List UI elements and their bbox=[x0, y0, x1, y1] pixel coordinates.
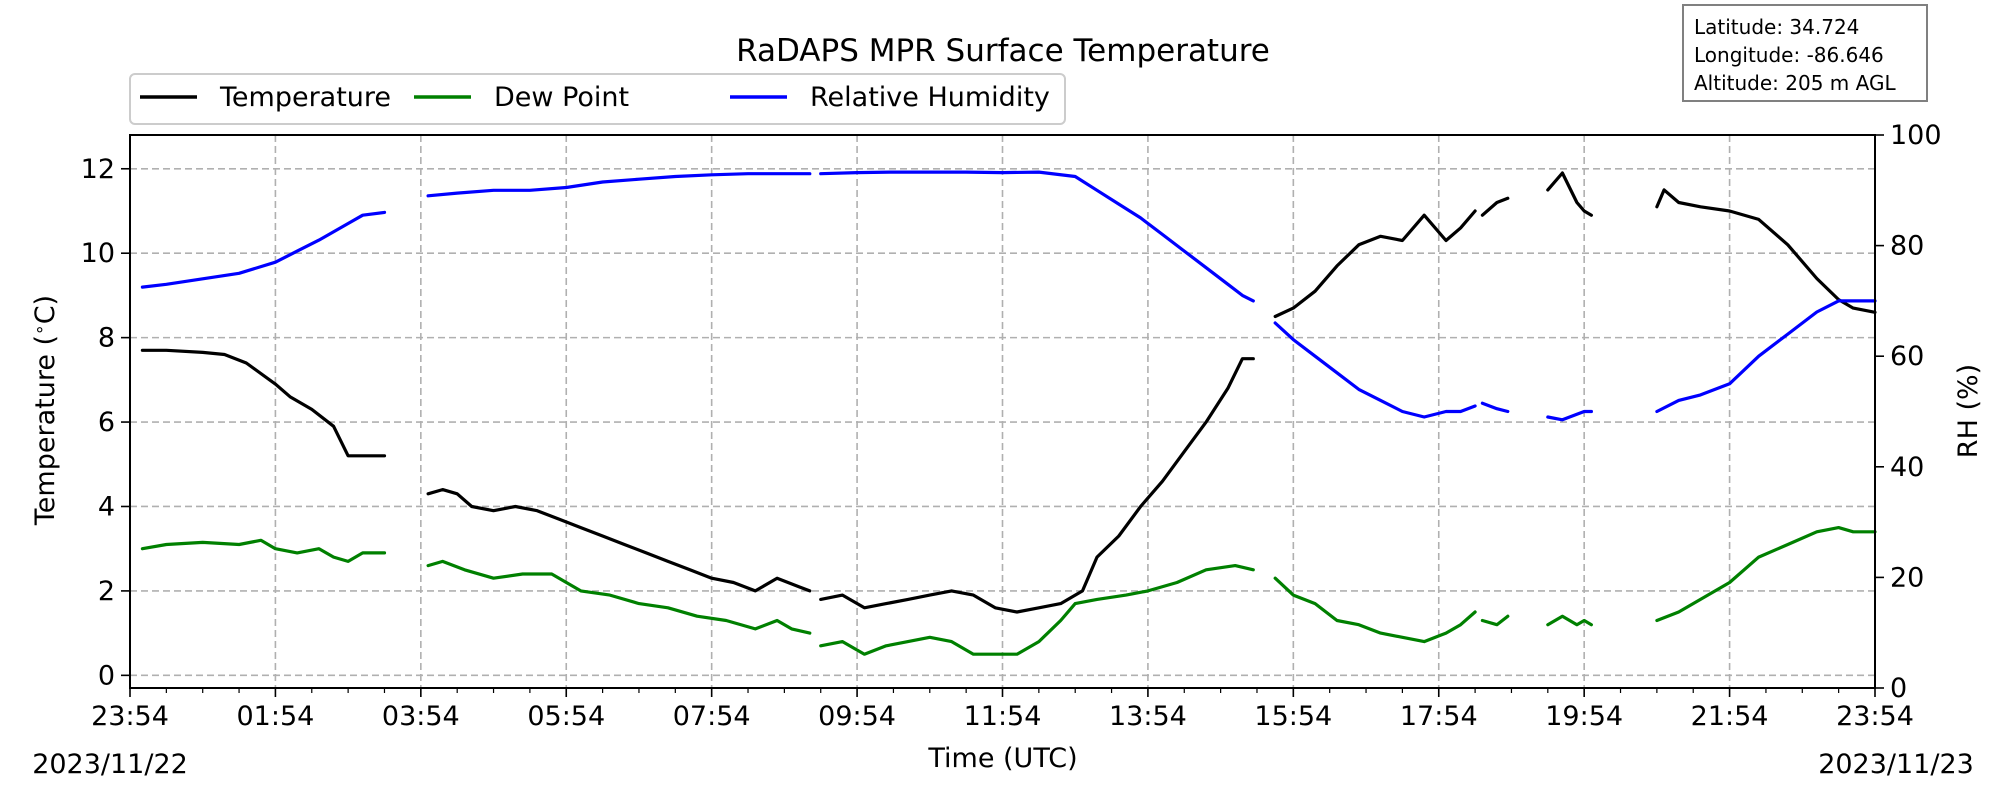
x-tick-label: 19:54 bbox=[1545, 701, 1623, 732]
series-line-segment bbox=[426, 559, 812, 635]
y2-tick-label: 100 bbox=[1890, 120, 1942, 151]
station-longitude: Longitude: -86.646 bbox=[1694, 43, 1884, 67]
legend-item: Relative Humidity bbox=[730, 82, 1050, 113]
legend: Temperature Dew Point Relative Humidity bbox=[129, 73, 1066, 125]
series-line-segment bbox=[819, 170, 1255, 303]
series-line-segment bbox=[1546, 409, 1594, 422]
legend-item: Temperature bbox=[140, 82, 391, 113]
x-tick-label: 09:54 bbox=[818, 701, 896, 732]
station-info-box: Latitude: 34.724 Longitude: -86.646 Alti… bbox=[1682, 4, 1928, 102]
grid-lines bbox=[130, 135, 1875, 688]
series-line-segment bbox=[1480, 614, 1510, 627]
legend-frame bbox=[129, 73, 1066, 125]
series-line-segment bbox=[1273, 576, 1477, 644]
x-tick-label: 01:54 bbox=[237, 701, 315, 732]
legend-label: Relative Humidity bbox=[810, 82, 1050, 113]
y-axis-left: 0 2 4 6 8 10 12 bbox=[81, 154, 130, 691]
y-tick-label: 2 bbox=[98, 576, 115, 607]
chart-title: RaDAPS MPR Surface Temperature bbox=[736, 33, 1270, 69]
series-line-segment bbox=[140, 348, 387, 458]
legend-item: Dew Point bbox=[414, 82, 629, 113]
y-tick-label: 12 bbox=[81, 154, 115, 185]
series-line-segment bbox=[1546, 171, 1594, 217]
x-tick-label: 23:54 bbox=[91, 701, 169, 732]
y-tick-label: 8 bbox=[98, 323, 115, 354]
series-line-segment bbox=[1480, 401, 1510, 414]
y-axis-right: 0 20 40 60 80 100 bbox=[1875, 120, 1942, 704]
y2-tick-label: 80 bbox=[1890, 231, 1924, 262]
x-tick-label: 13:54 bbox=[1109, 701, 1187, 732]
x-tick-label: 15:54 bbox=[1254, 701, 1332, 732]
x-tick-label: 11:54 bbox=[964, 701, 1042, 732]
y-tick-label: 10 bbox=[81, 238, 115, 269]
series-temperature bbox=[140, 171, 1877, 614]
start-date-label: 2023/11/22 bbox=[32, 749, 188, 780]
end-date-label: 2023/11/23 bbox=[1818, 749, 1974, 780]
x-axis-label: Time (UTC) bbox=[927, 743, 1077, 774]
y-tick-label: 0 bbox=[98, 660, 115, 691]
x-tick-label: 07:54 bbox=[673, 701, 751, 732]
y-tick-label: 4 bbox=[98, 491, 115, 522]
legend-label: Dew Point bbox=[494, 82, 629, 113]
y2-axis-label: RH (%) bbox=[1953, 364, 1984, 458]
series-line-segment bbox=[1655, 188, 1877, 314]
x-tick-label: 05:54 bbox=[527, 701, 605, 732]
series-line-segment bbox=[140, 538, 387, 564]
y2-tick-label: 20 bbox=[1890, 562, 1924, 593]
series-line-segment bbox=[426, 172, 812, 198]
station-altitude: Altitude: 205 m AGL bbox=[1694, 71, 1896, 95]
x-axis: 23:54 01:54 03:54 05:54 07:54 09:54 11:54 13:54… bbox=[91, 688, 1914, 732]
y-tick-label: 6 bbox=[98, 407, 115, 438]
series-line-segment bbox=[1273, 209, 1477, 319]
x-tick-label: 21:54 bbox=[1691, 701, 1769, 732]
x-tick-label: 03:54 bbox=[382, 701, 460, 732]
series-line-segment bbox=[1273, 321, 1477, 419]
y2-tick-label: 60 bbox=[1890, 341, 1924, 372]
y-axis-label: Temperature (∘C) bbox=[30, 295, 61, 526]
series-line-segment bbox=[426, 488, 812, 593]
series-line-segment bbox=[1480, 196, 1510, 217]
x-tick-label: 17:54 bbox=[1400, 701, 1478, 732]
legend-label: Temperature bbox=[219, 82, 391, 113]
series-line-segment bbox=[819, 563, 1255, 656]
series-line-segment bbox=[140, 210, 387, 289]
series-line-segment bbox=[819, 357, 1255, 614]
y2-tick-label: 40 bbox=[1890, 452, 1924, 483]
series-line-segment bbox=[1546, 614, 1594, 627]
series-dew-point bbox=[140, 525, 1877, 656]
series-line-segment bbox=[1655, 299, 1877, 414]
series-relative-humidity bbox=[140, 170, 1877, 422]
series-line-segment bbox=[1655, 525, 1877, 623]
series-layer bbox=[140, 170, 1877, 656]
y2-tick-label: 0 bbox=[1890, 673, 1907, 704]
x-tick-label: 23:54 bbox=[1836, 701, 1914, 732]
station-latitude: Latitude: 34.724 bbox=[1694, 15, 1860, 39]
